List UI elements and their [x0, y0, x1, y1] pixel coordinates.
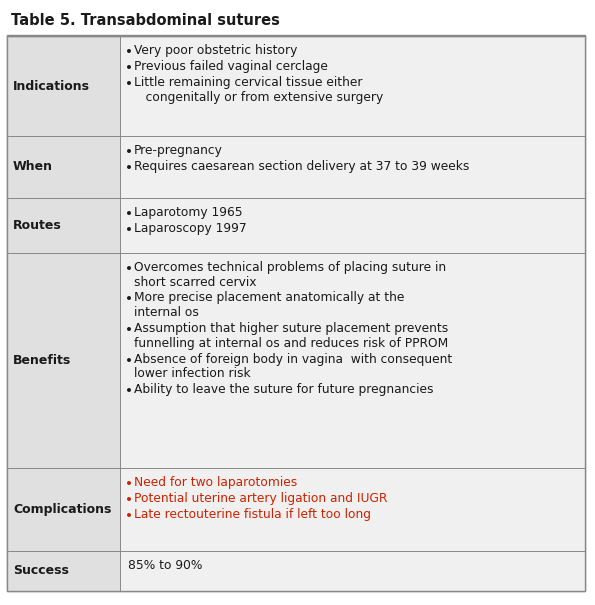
Text: Late rectouterine fistula if left too long: Late rectouterine fistula if left too lo… [134, 508, 371, 521]
Text: Benefits: Benefits [13, 354, 71, 367]
Text: •: • [125, 77, 133, 91]
Text: funnelling at internal os and reduces risk of PPROM: funnelling at internal os and reduces ri… [134, 336, 448, 350]
Text: Table 5. Transabdominal sutures: Table 5. Transabdominal sutures [11, 13, 280, 28]
Text: short scarred cervix: short scarred cervix [134, 275, 256, 289]
Text: Routes: Routes [13, 219, 62, 232]
Text: Very poor obstetric history: Very poor obstetric history [134, 44, 297, 57]
Text: More precise placement anatomically at the: More precise placement anatomically at t… [134, 292, 404, 304]
Text: Absence of foreign body in vagina  with consequent: Absence of foreign body in vagina with c… [134, 353, 452, 365]
Bar [7, 551, 120, 591]
Text: Overcomes technical problems of placing suture in: Overcomes technical problems of placing … [134, 261, 446, 274]
Bar [7, 468, 120, 551]
Text: •: • [125, 207, 133, 221]
Text: •: • [125, 145, 133, 159]
Text: •: • [125, 161, 133, 175]
Text: •: • [125, 384, 133, 398]
Text: •: • [125, 292, 133, 307]
Text: Pre-pregnancy: Pre-pregnancy [134, 144, 223, 157]
Text: •: • [125, 509, 133, 523]
Text: •: • [125, 223, 133, 237]
Text: lower infection risk: lower infection risk [134, 367, 250, 380]
Bar [120, 551, 585, 591]
Text: •: • [125, 61, 133, 75]
Text: Little remaining cervical tissue either: Little remaining cervical tissue either [134, 76, 362, 89]
Text: Indications: Indications [13, 79, 90, 93]
Bar [7, 136, 120, 198]
Text: •: • [125, 45, 133, 59]
Text: congenitally or from extensive surgery: congenitally or from extensive surgery [134, 91, 383, 103]
Bar [120, 253, 585, 468]
Text: •: • [125, 493, 133, 507]
Bar [120, 198, 585, 253]
Text: •: • [125, 353, 133, 367]
Text: Requires caesarean section delivery at 37 to 39 weeks: Requires caesarean section delivery at 3… [134, 160, 469, 173]
Text: Laparotomy 1965: Laparotomy 1965 [134, 206, 242, 219]
Bar [7, 198, 120, 253]
Text: Laparoscopy 1997: Laparoscopy 1997 [134, 222, 246, 235]
Bar [120, 136, 585, 198]
Text: When: When [13, 160, 53, 174]
Text: Previous failed vaginal cerclage: Previous failed vaginal cerclage [134, 60, 328, 73]
Text: internal os: internal os [134, 306, 199, 319]
Bar [120, 468, 585, 551]
Text: Ability to leave the suture for future pregnancies: Ability to leave the suture for future p… [134, 383, 433, 396]
Text: Potential uterine artery ligation and IUGR: Potential uterine artery ligation and IU… [134, 492, 387, 505]
Text: Success: Success [13, 564, 69, 578]
Text: Need for two laparotomies: Need for two laparotomies [134, 476, 297, 489]
Text: Complications: Complications [13, 503, 111, 516]
Bar [120, 36, 585, 136]
Text: •: • [125, 262, 133, 276]
Text: •: • [125, 477, 133, 491]
Text: •: • [125, 323, 133, 337]
Text: Assumption that higher suture placement prevents: Assumption that higher suture placement … [134, 322, 448, 335]
Bar [7, 253, 120, 468]
Bar [7, 36, 120, 136]
Text: 85% to 90%: 85% to 90% [128, 559, 202, 572]
